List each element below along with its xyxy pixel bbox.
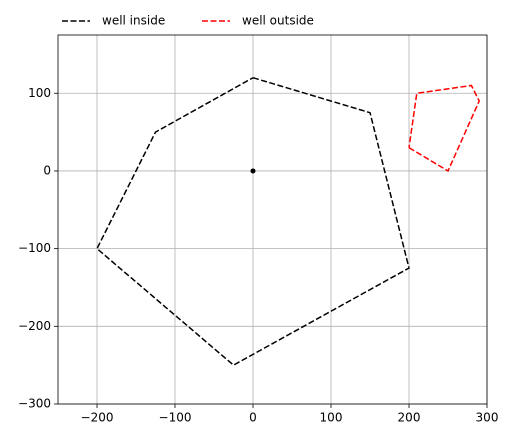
y-tick-label: 0 (43, 163, 51, 177)
y-tick-label: 100 (28, 86, 51, 100)
x-tick-label: −200 (81, 411, 114, 425)
x-tick-label: 0 (249, 411, 257, 425)
x-tick-label: 300 (476, 411, 499, 425)
x-tick-label: 200 (398, 411, 421, 425)
y-tick-label: −200 (18, 319, 51, 333)
legend-label: well outside (242, 14, 314, 28)
plot-frame (57, 34, 488, 405)
marker (250, 168, 256, 174)
series-line (408, 84, 481, 173)
y-tick-label: −100 (18, 241, 51, 255)
series-line (96, 77, 410, 367)
x-tick-label: −100 (159, 411, 192, 425)
y-tick-label: −300 (18, 397, 51, 411)
x-tick-label: 100 (320, 411, 343, 425)
legend-label: well inside (102, 14, 165, 28)
